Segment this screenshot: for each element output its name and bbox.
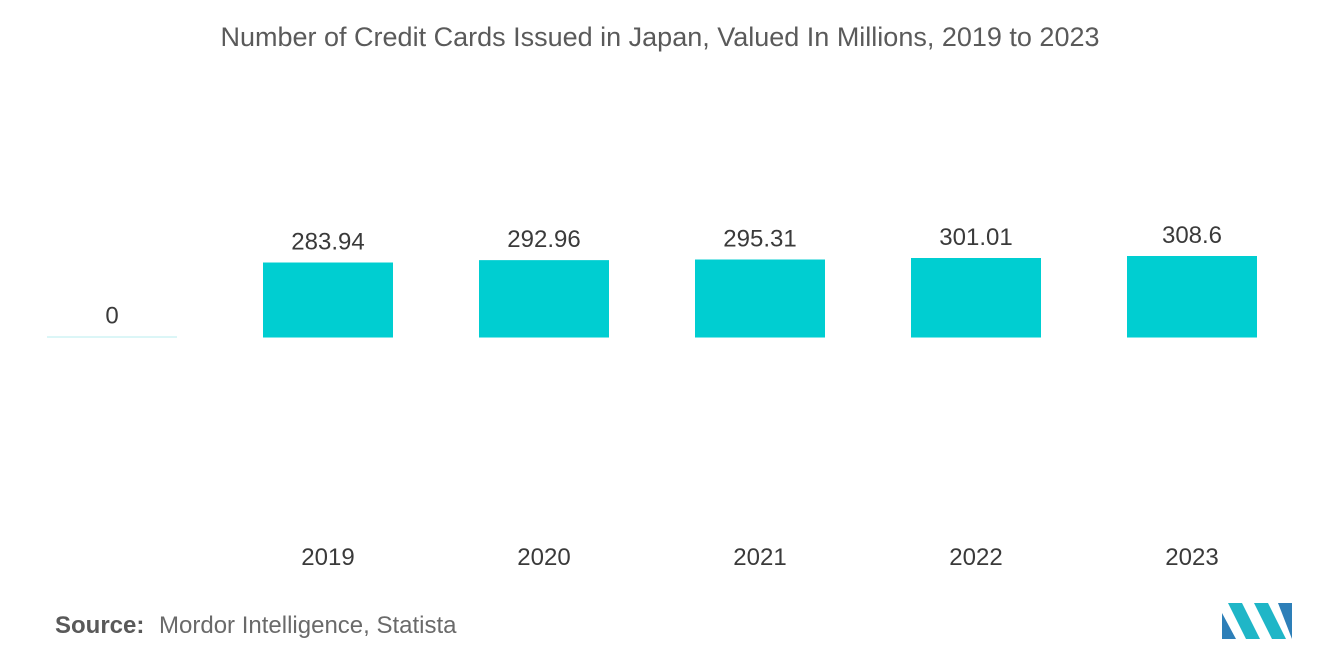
source-note: Source: Mordor Intelligence, Statista (55, 612, 457, 640)
value-labels-group: 0 283.94 292.96 295.31 301.01 308.6 (105, 222, 1222, 330)
bars-group (47, 256, 1257, 338)
x-tick-label-2019: 2019 (301, 544, 354, 571)
bar-2023 (1127, 256, 1257, 338)
bar-baseline (47, 336, 177, 338)
mordor-intelligence-logo-icon (1222, 603, 1292, 639)
bar-2022 (911, 258, 1041, 338)
x-tick-label-2023: 2023 (1165, 544, 1218, 571)
value-label-baseline: 0 (105, 303, 118, 330)
value-label-2019: 283.94 (291, 229, 364, 256)
chart-title: Number of Credit Cards Issued in Japan, … (220, 22, 1100, 52)
value-label-2020: 292.96 (507, 226, 580, 253)
bar-2019 (263, 262, 393, 338)
x-tick-label-2022: 2022 (949, 544, 1002, 571)
x-tick-label-2020: 2020 (517, 544, 570, 571)
source-label: Source: (55, 612, 145, 639)
x-tick-labels-group: 2019 2020 2021 2022 2023 (301, 544, 1218, 571)
bar-2020 (479, 260, 609, 338)
value-label-2023: 308.6 (1162, 222, 1222, 249)
value-label-2021: 295.31 (723, 226, 796, 253)
source-text: Mordor Intelligence, Statista (159, 612, 457, 639)
x-tick-label-2021: 2021 (733, 544, 786, 571)
bar-2021 (695, 259, 825, 338)
value-label-2022: 301.01 (939, 224, 1012, 251)
